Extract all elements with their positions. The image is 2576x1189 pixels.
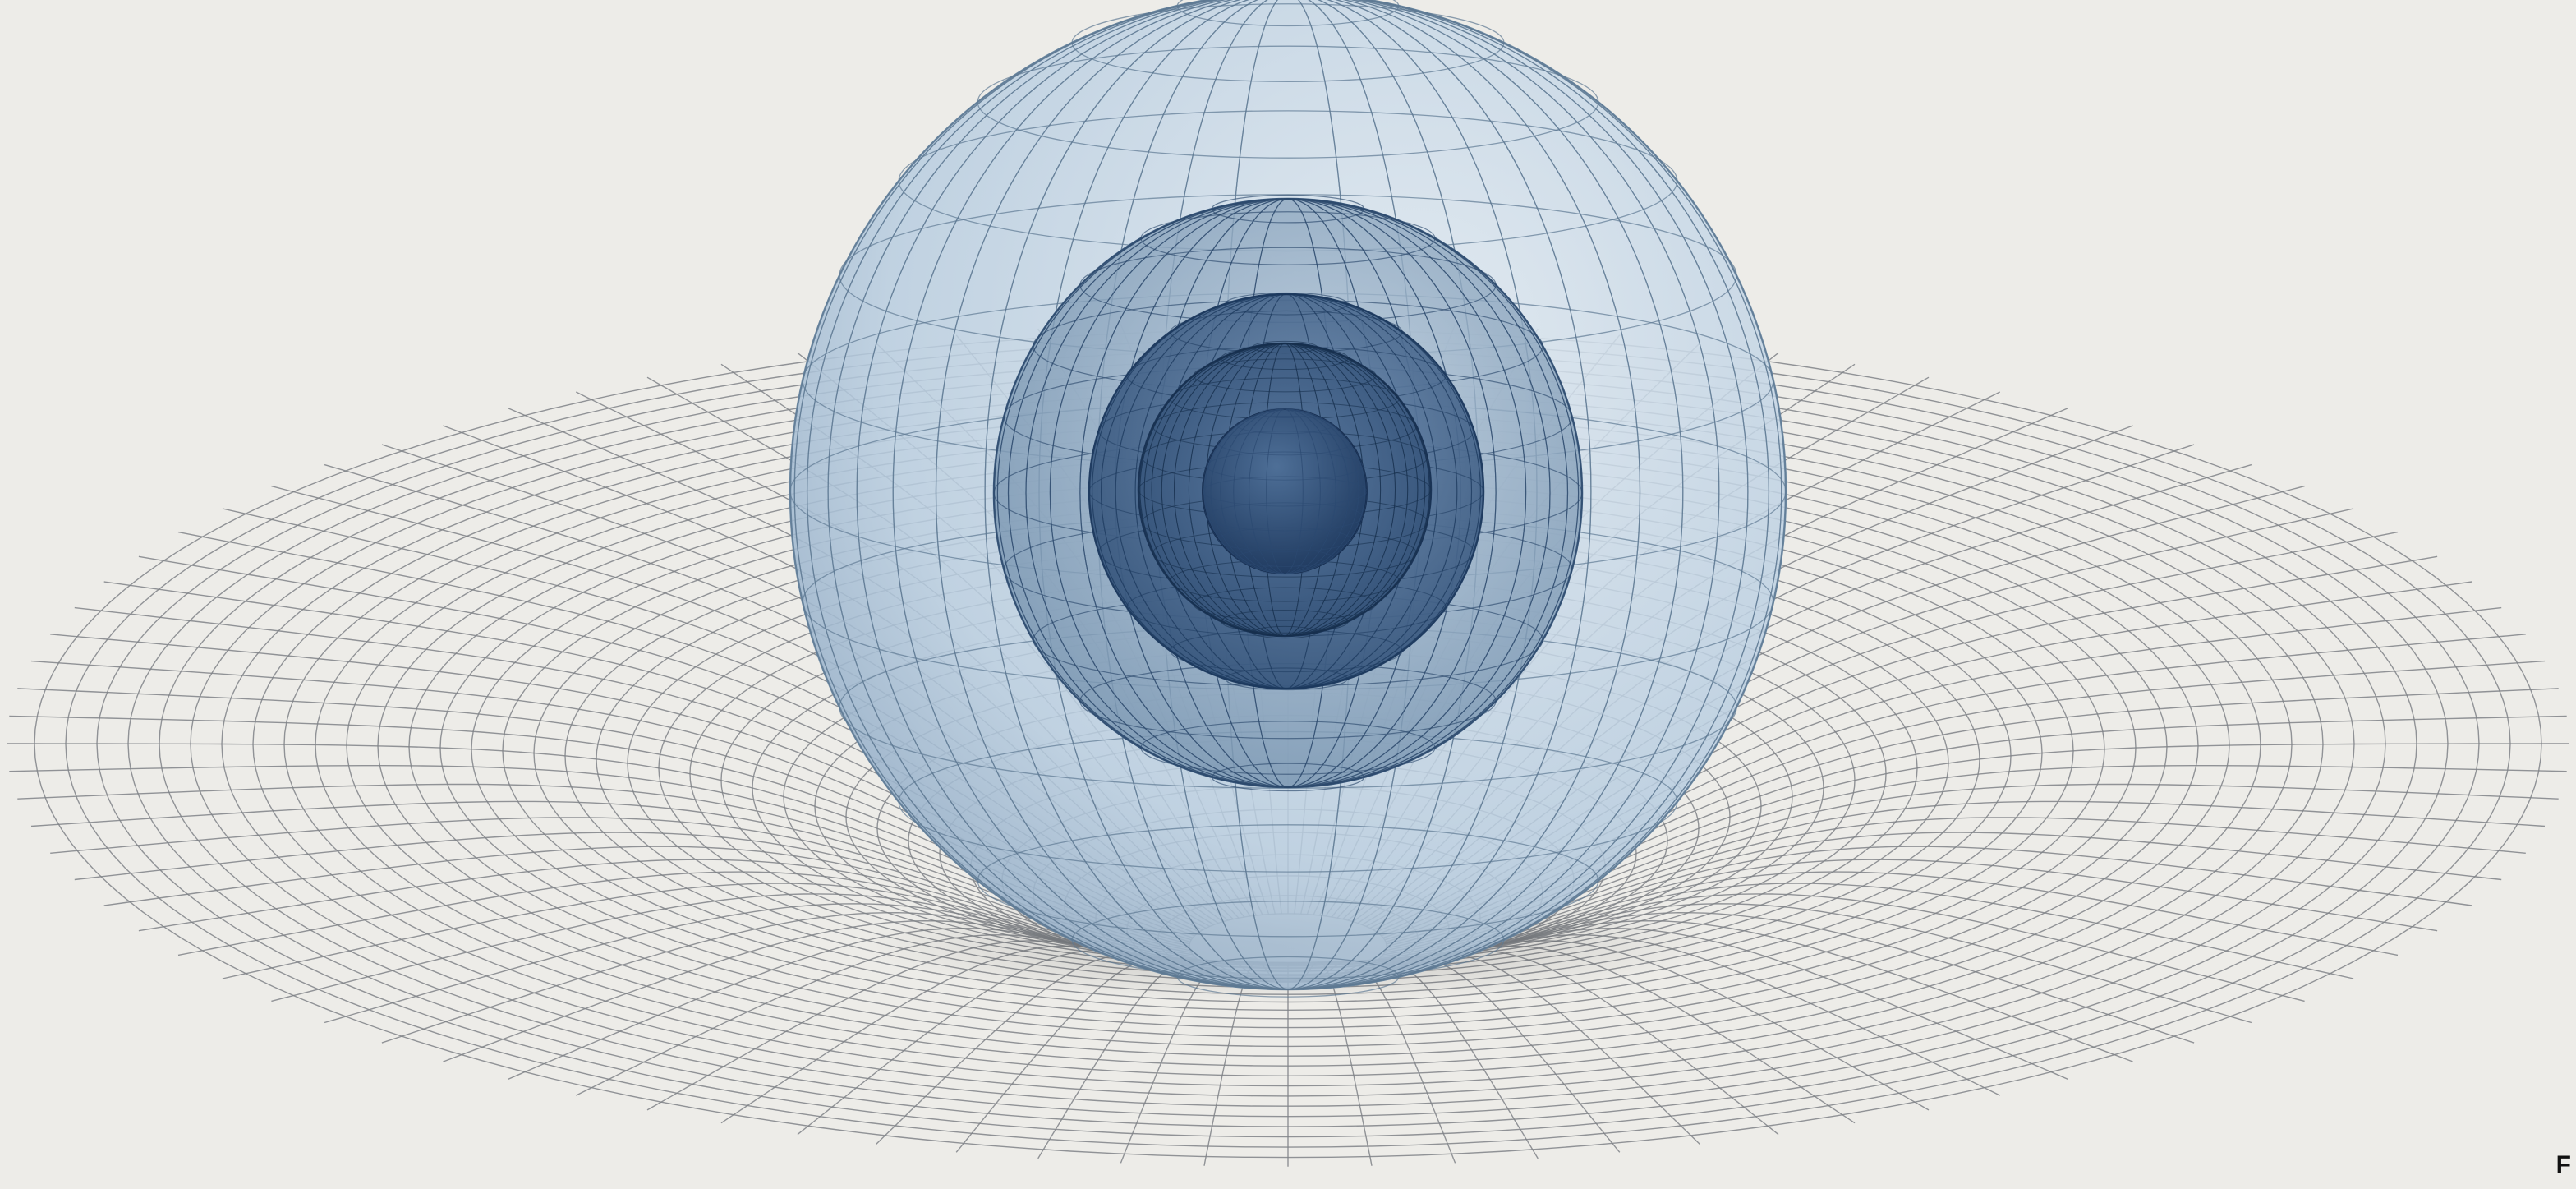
corner-mark: F — [2555, 1151, 2571, 1178]
longitude-line — [1139, 343, 1430, 637]
grid-spoke — [50, 817, 1194, 956]
core — [1202, 408, 1368, 575]
longitude-line — [1204, 408, 1365, 574]
longitude-line — [1092, 293, 1481, 689]
grid-spoke — [1382, 817, 2526, 956]
longitude-line — [794, 0, 1782, 990]
longitude-line — [996, 198, 1580, 788]
